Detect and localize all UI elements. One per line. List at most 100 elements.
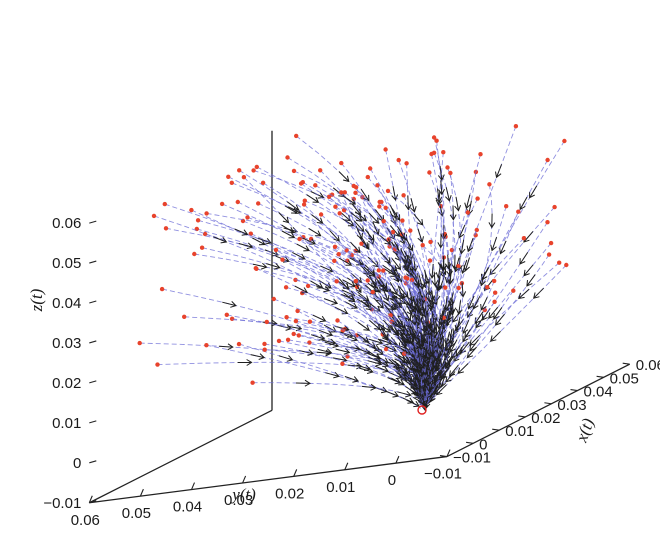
initial-point bbox=[224, 312, 229, 317]
x-axis-line bbox=[446, 363, 630, 458]
direction-arrow bbox=[397, 390, 412, 398]
trajectory bbox=[252, 382, 423, 407]
direction-arrow bbox=[433, 383, 444, 396]
direction-arrow bbox=[448, 364, 459, 377]
direction-arrow bbox=[462, 329, 471, 343]
initial-point bbox=[248, 231, 253, 236]
direction-arrow bbox=[474, 311, 484, 325]
initial-point bbox=[296, 333, 301, 338]
initial-point bbox=[408, 228, 413, 233]
x-tick bbox=[544, 402, 552, 405]
direction-arrow bbox=[459, 341, 470, 354]
initial-point bbox=[337, 211, 342, 216]
direction-arrow bbox=[373, 297, 384, 309]
direction-arrow bbox=[310, 334, 326, 341]
direction-arrow bbox=[413, 213, 424, 226]
x-tick-label: 0.04 bbox=[584, 384, 613, 401]
initial-point bbox=[294, 133, 299, 139]
direction-arrow bbox=[405, 237, 414, 252]
z-tick-label: 0.01 bbox=[52, 415, 81, 432]
initial-point bbox=[280, 257, 285, 262]
initial-point bbox=[305, 283, 311, 289]
direction-arrow bbox=[299, 349, 314, 356]
initial-point bbox=[334, 279, 339, 284]
y-tick bbox=[242, 475, 247, 484]
direction-arrow bbox=[338, 278, 349, 290]
x-tick-label: 0.03 bbox=[557, 397, 586, 414]
trajectory bbox=[157, 361, 423, 400]
direction-arrow bbox=[385, 360, 400, 368]
initial-point bbox=[434, 138, 439, 143]
direction-arrow bbox=[266, 263, 281, 270]
initial-point bbox=[189, 207, 194, 213]
direction-arrow bbox=[457, 363, 469, 374]
y-tick bbox=[395, 455, 400, 464]
direction-arrow bbox=[363, 266, 376, 277]
direction-arrow bbox=[437, 166, 445, 181]
initial-point bbox=[564, 262, 569, 268]
initial-point bbox=[195, 218, 201, 223]
trajectory bbox=[429, 254, 550, 401]
direction-arrow bbox=[472, 296, 481, 310]
direction-arrow bbox=[355, 225, 363, 240]
trajectory bbox=[391, 321, 442, 407]
direction-arrow bbox=[252, 262, 268, 270]
y-tick-label: −0.01 bbox=[424, 466, 462, 483]
initial-point bbox=[516, 209, 521, 214]
direction-arrow bbox=[438, 180, 445, 196]
initial-point bbox=[240, 218, 246, 224]
direction-arrow bbox=[488, 213, 496, 229]
initial-point bbox=[219, 201, 225, 207]
initial-point bbox=[293, 318, 299, 324]
direction-arrow bbox=[367, 352, 382, 360]
initial-point bbox=[285, 155, 290, 160]
z-tick-label: 0.05 bbox=[52, 255, 81, 272]
direction-arrow bbox=[407, 261, 414, 276]
initial-point bbox=[344, 248, 349, 253]
direction-arrow bbox=[436, 314, 443, 330]
direction-arrow bbox=[306, 194, 320, 203]
direction-arrow bbox=[278, 355, 294, 362]
direction-arrow bbox=[311, 214, 324, 224]
direction-arrow bbox=[433, 369, 442, 383]
initial-point bbox=[155, 362, 160, 367]
direction-arrow bbox=[404, 302, 413, 316]
initial-point bbox=[250, 380, 255, 385]
direction-arrow bbox=[493, 307, 503, 320]
direction-arrow bbox=[382, 287, 390, 302]
direction-arrow bbox=[308, 227, 322, 237]
direction-arrow bbox=[455, 344, 465, 357]
y-tick-label: 0.03 bbox=[224, 492, 253, 509]
initial-point bbox=[487, 182, 492, 187]
initial-point bbox=[429, 151, 434, 157]
direction-arrow bbox=[378, 323, 392, 333]
direction-arrow bbox=[488, 306, 499, 319]
initial-point bbox=[548, 240, 554, 246]
trajectory bbox=[423, 171, 477, 390]
direction-arrow bbox=[218, 343, 234, 351]
initial-point bbox=[297, 236, 302, 242]
direction-arrow bbox=[409, 297, 416, 313]
initial-point bbox=[342, 190, 347, 195]
initial-point bbox=[504, 204, 509, 209]
direction-arrow bbox=[356, 333, 370, 343]
equilibrium-marker bbox=[417, 405, 427, 415]
direction-arrow bbox=[444, 310, 452, 326]
initial-point bbox=[353, 185, 359, 190]
direction-arrow bbox=[356, 347, 371, 355]
x-tick-label: 0.02 bbox=[531, 410, 560, 427]
y-tick bbox=[344, 462, 349, 470]
initial-point bbox=[260, 180, 266, 185]
direction-arrow bbox=[354, 211, 367, 222]
direction-arrow bbox=[464, 194, 471, 210]
initial-point bbox=[285, 337, 291, 342]
initial-point bbox=[375, 183, 380, 188]
trajectory bbox=[226, 314, 425, 405]
direction-arrow bbox=[429, 340, 437, 356]
y-tick-label: 0 bbox=[388, 472, 396, 489]
direction-arrow bbox=[257, 237, 272, 245]
direction-arrow bbox=[350, 241, 361, 254]
initial-point bbox=[403, 275, 408, 280]
direction-arrow bbox=[344, 334, 358, 342]
axes bbox=[88, 130, 630, 504]
